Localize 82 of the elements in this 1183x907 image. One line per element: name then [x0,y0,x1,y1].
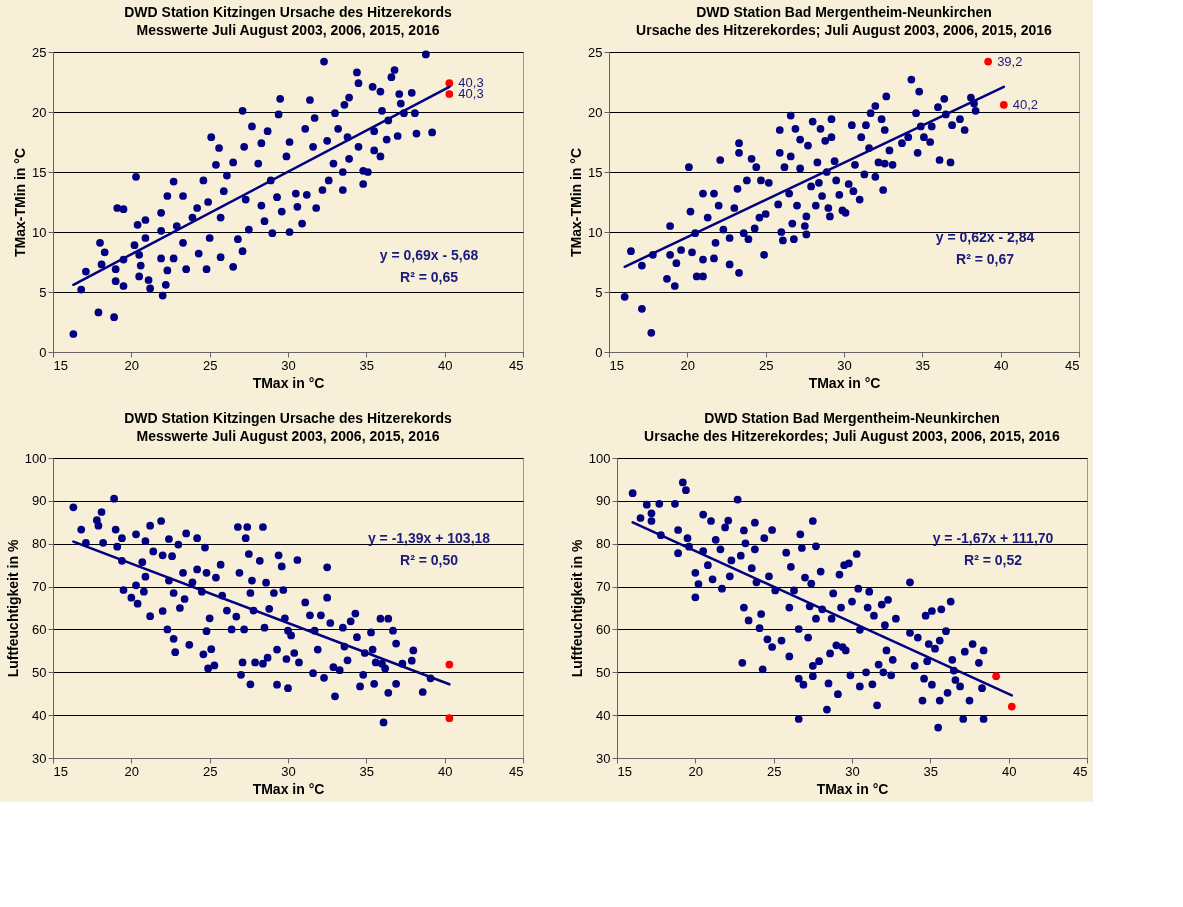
y-tick-label: 100 [24,450,47,466]
x-tick-label: 45 [1065,357,1080,373]
y-tick-label: 10 [32,224,47,240]
y-tick-label: 80 [32,536,47,552]
chart-title: DWD Station Kitzingen Ursache des Hitzerekords [124,4,452,20]
y-tick-label: 100 [588,450,611,466]
y-tick-label: 25 [588,44,603,60]
x-tick-label: 45 [509,763,524,779]
annotation: R² = 0,67 [956,251,1015,267]
y-tick-label: 50 [596,664,611,680]
annotation: y = 0,62x - 2,84 [935,229,1035,245]
y-tick-label: 0 [39,344,47,360]
y-tick-label: 15 [32,164,47,180]
y-tick-label: 90 [32,493,47,509]
chart-subtitle: Ursache des Hitzerekordes; Juli August 2003, 2006, 2015, 2016 [644,428,1061,444]
x-tick-label: 35 [359,763,375,779]
y-tick-label: 80 [596,536,611,552]
x-tick-label: 30 [845,763,860,779]
chart-title: DWD Station Kitzingen Ursache des Hitzerekords [124,410,452,426]
chart-subtitle: Messwerte Juli August 2003, 2006, 2015, 2016 [136,428,440,444]
x-tick-label: 35 [915,357,931,373]
x-tick-label: 35 [359,357,375,373]
x-tick-label: 45 [509,357,524,373]
x-axis-title: TMax in °C [808,374,881,391]
y-tick-label: 90 [596,493,611,509]
x-axis-title: TMax in °C [816,780,889,797]
y-tick-label: 60 [32,621,47,637]
x-tick-label: 25 [766,763,782,779]
annotation: R² = 0,65 [400,269,459,285]
y-tick-label: 70 [596,579,611,595]
x-tick-label: 45 [1073,763,1088,779]
y-tick-label: 60 [596,621,611,637]
x-tick-label: 25 [202,763,218,779]
annotation: R² = 0,50 [400,552,459,568]
annotation: y = 0,69x - 5,68 [379,247,479,263]
x-tick-label: 25 [758,357,774,373]
y-tick-label: 10 [588,224,603,240]
y-tick-label: 5 [39,284,47,300]
y-tick-label: 0 [595,344,603,360]
annotation: y = -1,39x + 103,18 [367,530,491,546]
y-axis-title: TMax-TMin in °C [12,147,29,258]
x-tick-label: 30 [281,763,296,779]
y-tick-label: 30 [32,750,47,766]
chart-subtitle: Messwerte Juli August 2003, 2006, 2015, 2016 [136,22,440,38]
x-tick-label: 15 [53,357,68,373]
x-tick-label: 20 [688,763,704,779]
y-tick-label: 70 [32,579,47,595]
x-tick-label: 40 [437,357,453,373]
x-tick-label: 30 [281,357,296,373]
x-tick-label: 25 [202,357,218,373]
x-tick-label: 30 [837,357,852,373]
y-tick-label: 5 [595,284,603,300]
y-axis-title: TMax-TMin in °C [568,147,585,258]
y-tick-label: 30 [596,750,611,766]
x-tick-label: 40 [437,763,453,779]
annotation: R² = 0,52 [964,552,1023,568]
x-tick-label: 40 [1001,763,1017,779]
annotation: 39,2 [997,53,1023,69]
x-axis-title: TMax in °C [252,780,325,797]
x-tick-label: 20 [124,763,140,779]
annotation: 40,2 [1012,96,1039,112]
y-tick-label: 40 [32,707,47,723]
y-tick-label: 50 [32,664,47,680]
chart-title: DWD Station Bad Mergentheim-Neunkirchen [696,4,992,20]
x-tick-label: 20 [680,357,696,373]
y-tick-label: 40 [596,707,611,723]
annotation: y = -1,67x + 111,70 [932,530,1054,546]
x-tick-label: 15 [53,763,68,779]
y-tick-label: 15 [588,164,603,180]
chart-subtitle: Ursache des Hitzerekordes; Juli August 2003, 2006, 2015, 2016 [636,22,1053,38]
x-tick-label: 35 [923,763,939,779]
y-tick-label: 20 [32,104,47,120]
x-axis-title: TMax in °C [252,374,325,391]
x-tick-label: 40 [993,357,1009,373]
x-tick-label: 15 [609,357,624,373]
x-tick-label: 15 [617,763,632,779]
y-tick-label: 20 [588,104,603,120]
y-axis-title: Luftfeuchtigkeit in % [4,539,21,678]
x-tick-label: 20 [124,357,140,373]
y-axis-title: Luftfeuchtigkeit in % [568,539,585,678]
y-tick-label: 25 [32,44,47,60]
chart-title: DWD Station Bad Mergentheim-Neunkirchen [704,410,1000,426]
